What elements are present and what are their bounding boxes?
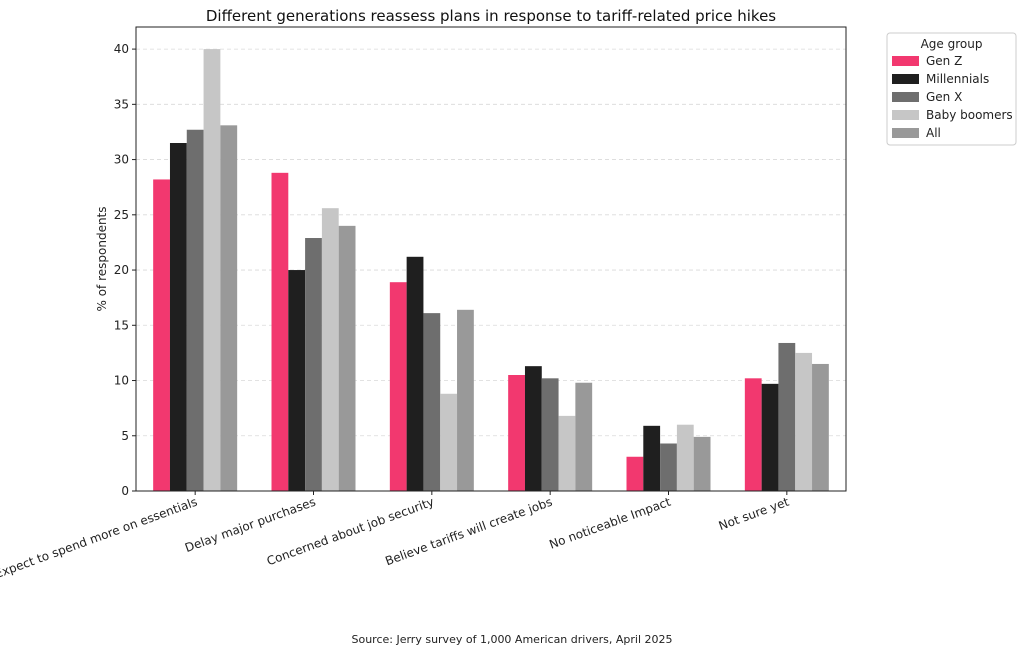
y-tick-label: 35 xyxy=(114,97,129,111)
x-tick-label: Expect to spend more on essentials xyxy=(0,495,199,582)
bar xyxy=(321,208,339,491)
bar xyxy=(643,425,661,491)
legend-entry: Millennials xyxy=(926,72,989,86)
bar xyxy=(575,382,593,491)
bar xyxy=(203,49,221,491)
legend-swatch xyxy=(892,92,919,102)
bar xyxy=(153,179,170,491)
bar xyxy=(288,270,306,491)
y-axis-ticks: 0 5 10 15 20 25 30 35 40 xyxy=(114,42,136,498)
y-tick-label: 30 xyxy=(114,153,129,167)
y-tick-label: 20 xyxy=(114,263,129,277)
legend-entry: Gen Z xyxy=(926,54,962,68)
legend-swatch xyxy=(892,128,919,138)
legend-entry: Gen X xyxy=(926,90,962,104)
y-tick-label: 5 xyxy=(121,429,129,443)
y-axis-label: % of respondents xyxy=(95,206,109,311)
y-tick-label: 15 xyxy=(114,318,129,332)
bar xyxy=(440,393,458,491)
bar xyxy=(693,436,711,491)
legend-entry: All xyxy=(926,126,941,140)
bar xyxy=(626,456,644,491)
bar xyxy=(795,352,813,491)
y-tick-label: 25 xyxy=(114,208,129,222)
bar xyxy=(778,342,796,491)
source-note: Source: Jerry survey of 1,000 American d… xyxy=(351,633,672,646)
legend-title: Age group xyxy=(921,37,983,51)
bar xyxy=(423,313,441,491)
legend-frame xyxy=(886,32,1017,146)
bar xyxy=(761,383,779,491)
bar xyxy=(186,129,204,491)
legend-swatch xyxy=(892,110,919,120)
x-tick-label: Not sure yet xyxy=(717,495,791,533)
bar xyxy=(406,256,424,491)
chart-title: Different generations reassess plans in … xyxy=(206,7,776,25)
bar xyxy=(389,282,407,491)
bar xyxy=(271,172,289,492)
bar xyxy=(508,375,525,491)
bar xyxy=(305,238,322,491)
y-tick-label: 40 xyxy=(114,42,129,56)
bars xyxy=(153,49,829,492)
plot-frame xyxy=(135,26,847,492)
y-tick-label: 10 xyxy=(114,374,129,388)
legend-entry: Baby boomers xyxy=(926,108,1013,122)
bar xyxy=(220,125,238,492)
gridlines xyxy=(136,48,846,437)
bar xyxy=(338,225,356,491)
bar xyxy=(744,378,762,491)
legend-swatch xyxy=(892,56,919,66)
bar xyxy=(169,143,187,491)
x-axis-ticks: Expect to spend more on essentialsDelay … xyxy=(0,491,791,581)
bar xyxy=(558,415,576,491)
x-tick-label: No noticeable Impact xyxy=(547,495,672,552)
bar xyxy=(812,363,829,491)
bar xyxy=(660,443,677,491)
bar xyxy=(524,366,542,491)
bar xyxy=(541,378,559,491)
bar xyxy=(457,309,474,491)
legend-swatch xyxy=(892,74,919,84)
bar xyxy=(676,424,694,491)
legend: Age group Gen Z Millennials Gen X Baby boom… xyxy=(886,32,1017,146)
y-tick-label: 0 xyxy=(121,484,129,498)
